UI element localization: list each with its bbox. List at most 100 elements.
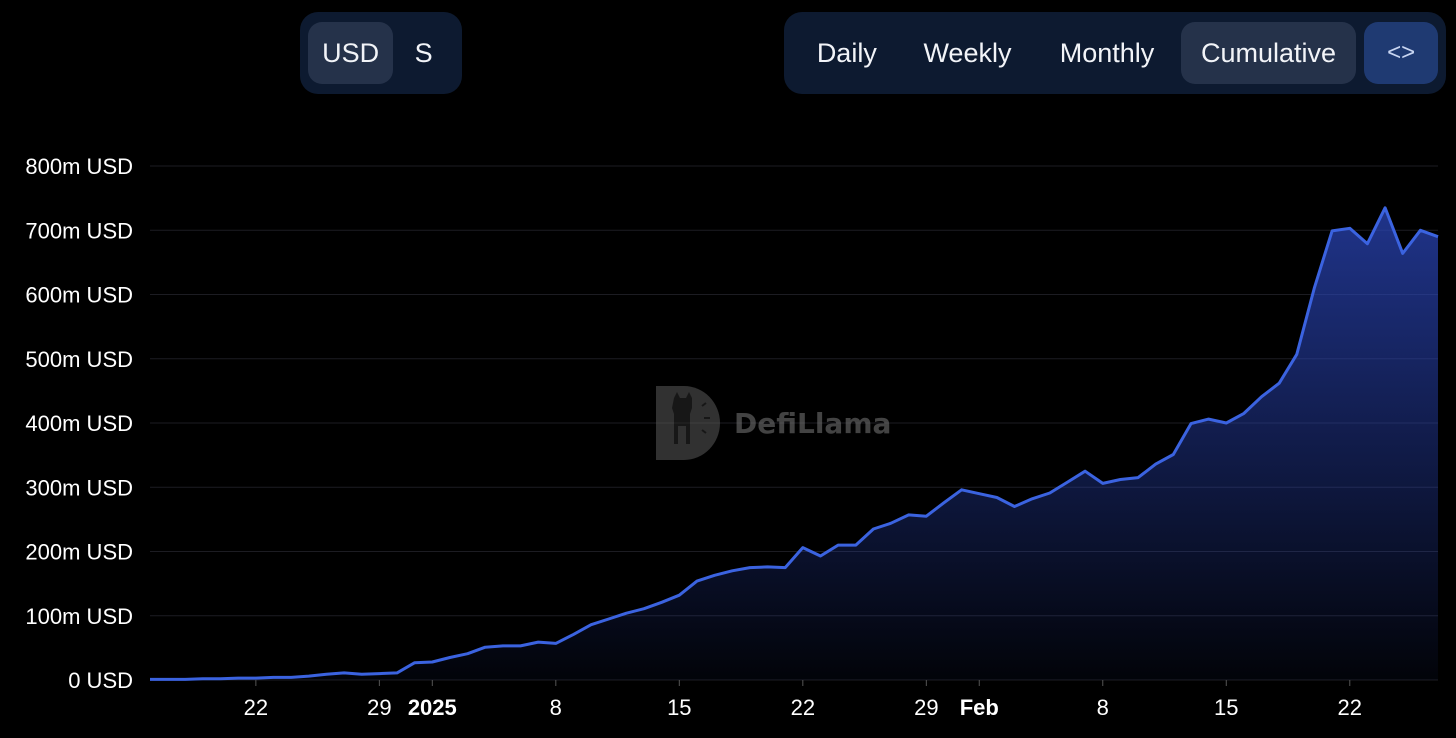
data-point	[219, 677, 223, 681]
data-point	[766, 565, 770, 569]
data-point	[871, 527, 875, 531]
y-axis: 800m USD 700m USD 600m USD 500m USD 400m USD…	[25, 154, 133, 693]
data-point	[1154, 462, 1158, 466]
data-point	[836, 543, 840, 547]
data-point	[1365, 242, 1369, 246]
data-point	[1189, 422, 1193, 426]
x-axis: 22 29 2025 8 15 22 29 Feb 8 15 22	[244, 680, 1362, 720]
data-point	[783, 566, 787, 570]
x-tick-label: 8	[550, 695, 562, 720]
y-tick-label: 200m USD	[25, 540, 133, 565]
data-point	[1260, 395, 1264, 399]
y-tick-label: 500m USD	[25, 347, 133, 372]
y-tick-label: 0 USD	[68, 668, 133, 693]
data-point	[977, 492, 981, 496]
data-point	[942, 501, 946, 505]
x-tick-label: 22	[1338, 695, 1362, 720]
y-tick-label: 600m USD	[25, 283, 133, 308]
data-point	[1295, 352, 1299, 356]
data-point	[1030, 497, 1034, 501]
period-toggle-group: Daily Weekly Monthly Cumulative <>	[784, 12, 1446, 94]
data-point	[1348, 226, 1352, 230]
x-tick-label: 15	[667, 695, 691, 720]
data-point	[1136, 476, 1140, 480]
data-point	[236, 676, 240, 680]
data-point	[1401, 251, 1405, 255]
data-point	[254, 676, 258, 680]
unit-toggle-group: USD S	[300, 12, 462, 94]
data-point	[854, 543, 858, 547]
y-tick-label: 800m USD	[25, 154, 133, 179]
data-point	[907, 513, 911, 517]
data-point	[289, 675, 293, 679]
data-point	[1013, 505, 1017, 509]
data-point	[607, 617, 611, 621]
data-point	[889, 521, 893, 525]
x-tick-label: 8	[1097, 695, 1109, 720]
area-fill	[150, 207, 1438, 681]
data-point	[713, 573, 717, 577]
x-tick-label: 22	[244, 695, 268, 720]
data-point	[413, 661, 417, 665]
embed-code-button[interactable]: <>	[1364, 22, 1438, 84]
data-point	[166, 677, 170, 681]
x-tick-label: 22	[791, 695, 815, 720]
data-point	[183, 677, 187, 681]
data-point	[1277, 381, 1281, 385]
x-tick-label: Feb	[960, 695, 999, 720]
data-point	[483, 645, 487, 649]
data-point	[554, 641, 558, 645]
data-point	[1207, 417, 1211, 421]
s-token-button[interactable]: S	[414, 37, 433, 68]
defillama-watermark: DefiLlama	[652, 384, 891, 462]
data-point	[730, 569, 734, 573]
data-point	[1048, 491, 1052, 495]
data-point	[324, 672, 328, 676]
x-tick-label: 2025	[408, 695, 457, 720]
usd-button[interactable]: USD	[308, 22, 394, 84]
data-point	[448, 656, 452, 660]
data-point	[536, 640, 540, 644]
data-point	[571, 632, 575, 636]
data-point	[1383, 206, 1387, 210]
data-point	[589, 623, 593, 627]
monthly-button[interactable]: Monthly	[1059, 37, 1155, 68]
y-tick-label: 700m USD	[25, 218, 133, 243]
series-line	[150, 206, 1439, 681]
data-point	[1101, 481, 1105, 485]
data-point	[1083, 469, 1087, 473]
data-point	[748, 566, 752, 570]
data-point	[1330, 229, 1334, 233]
data-point	[519, 644, 523, 648]
data-point	[1436, 235, 1440, 239]
daily-button[interactable]: Daily	[816, 37, 877, 68]
data-point	[801, 546, 805, 550]
x-tick-label: 29	[367, 695, 391, 720]
data-point	[960, 488, 964, 492]
x-tick-label: 29	[914, 695, 938, 720]
y-tick-label: 300m USD	[25, 475, 133, 500]
weekly-button[interactable]: Weekly	[923, 37, 1012, 68]
data-point	[1224, 421, 1228, 425]
cumulative-button[interactable]: Cumulative	[1180, 22, 1357, 84]
data-point	[1242, 411, 1246, 415]
data-point	[1418, 228, 1422, 232]
llama-logo-icon	[656, 386, 720, 460]
y-tick-label: 400m USD	[25, 411, 133, 436]
data-point	[395, 671, 399, 675]
data-point	[377, 672, 381, 676]
data-point	[1312, 285, 1316, 289]
data-point	[624, 611, 628, 615]
data-point	[818, 554, 822, 558]
data-point	[642, 607, 646, 611]
data-point	[430, 660, 434, 664]
x-tick-label: 15	[1214, 695, 1238, 720]
data-point	[201, 677, 205, 681]
data-point	[660, 600, 664, 604]
data-point	[272, 675, 276, 679]
data-point	[466, 652, 470, 656]
data-point	[1065, 480, 1069, 484]
data-point	[695, 579, 699, 583]
data-point	[1118, 478, 1122, 482]
